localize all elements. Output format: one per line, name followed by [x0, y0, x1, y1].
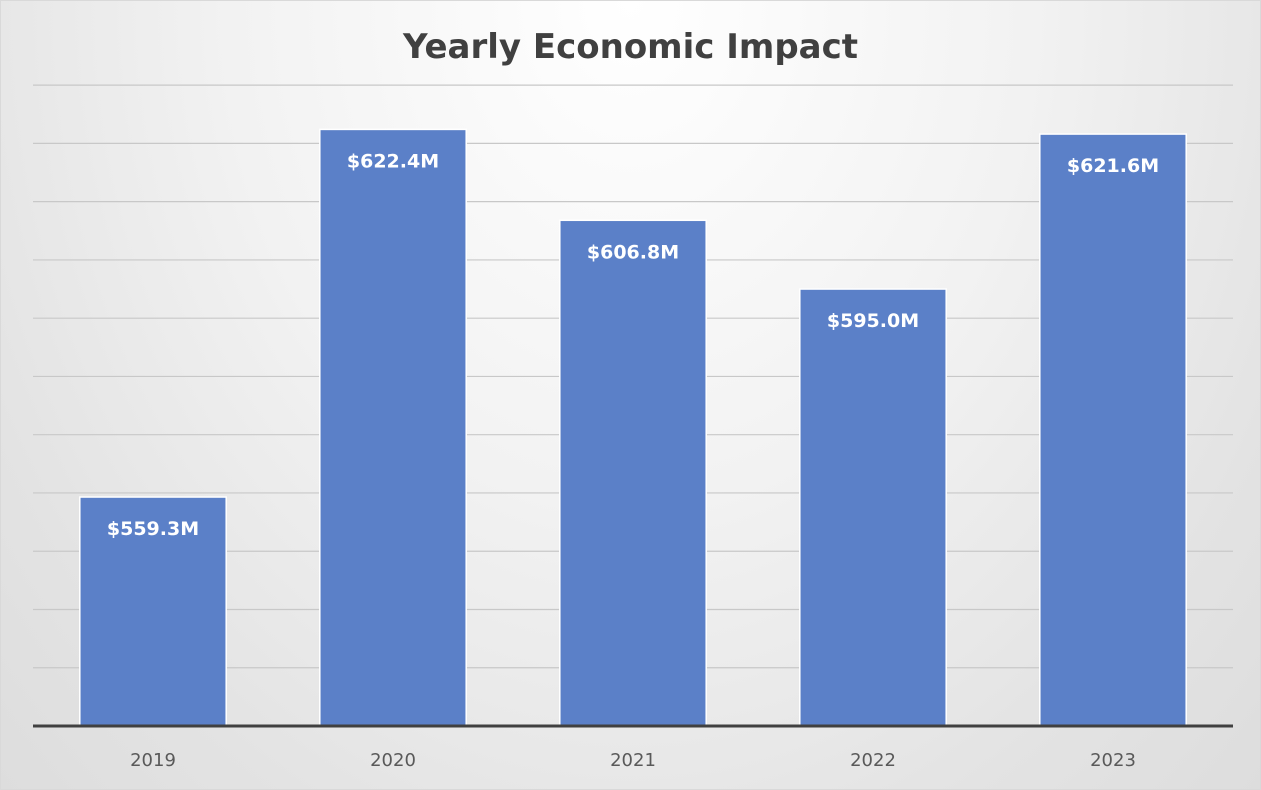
data-label-2020: $622.4M: [347, 150, 439, 172]
bars: [79, 128, 1187, 727]
x-axis-tick-labels: 2019 2020 2021 2022 2023: [130, 750, 1136, 771]
data-labels: $559.3M $622.4M $606.8M $595.0M $621.6M: [107, 150, 1159, 540]
x-tick-label-2019: 2019: [130, 750, 176, 771]
data-label-2019: $559.3M: [107, 518, 199, 540]
chart-title: Yearly Economic Impact: [402, 27, 859, 67]
bar-2022: [799, 288, 947, 727]
bar-2023: [1039, 133, 1187, 727]
data-label-2023: $621.6M: [1067, 155, 1159, 177]
bar-2020: [319, 128, 467, 727]
bar-2021: [559, 219, 707, 727]
x-tick-label-2023: 2023: [1090, 750, 1136, 771]
x-tick-label-2020: 2020: [370, 750, 416, 771]
x-tick-label-2021: 2021: [610, 750, 656, 771]
data-label-2021: $606.8M: [587, 241, 679, 263]
bar-2019: [79, 496, 227, 727]
data-label-2022: $595.0M: [827, 310, 919, 332]
x-tick-label-2022: 2022: [850, 750, 896, 771]
